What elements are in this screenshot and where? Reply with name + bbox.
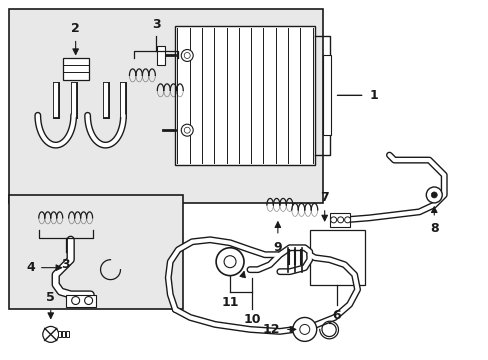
Circle shape (181, 50, 193, 62)
Bar (62, 58, 88, 80)
Bar (61, 332, 64, 337)
Circle shape (426, 187, 441, 203)
Text: 12: 12 (262, 323, 279, 336)
Bar (65, 294, 95, 306)
Circle shape (184, 53, 190, 58)
Bar (329, 213, 349, 227)
Text: 7: 7 (320, 191, 328, 204)
Circle shape (216, 248, 244, 276)
Bar (65, 332, 68, 337)
Bar (309, 230, 364, 285)
Circle shape (42, 327, 59, 342)
Circle shape (84, 297, 92, 305)
Circle shape (184, 127, 190, 133)
Text: 6: 6 (332, 310, 340, 323)
Circle shape (72, 297, 80, 305)
Bar (9, 9, 322, 203)
Circle shape (330, 217, 336, 223)
Text: 1: 1 (369, 89, 378, 102)
Text: 4: 4 (26, 261, 35, 274)
Text: 9: 9 (273, 241, 282, 254)
Text: 5: 5 (46, 291, 55, 303)
Circle shape (299, 324, 309, 334)
Bar (9, 195, 183, 310)
Bar (157, 45, 165, 66)
Text: 3: 3 (61, 258, 70, 271)
Circle shape (181, 124, 193, 136)
Text: 8: 8 (429, 222, 438, 235)
Circle shape (224, 256, 236, 268)
Text: 2: 2 (71, 22, 80, 35)
Circle shape (430, 192, 436, 198)
Bar (175, 26, 314, 165)
Circle shape (344, 217, 350, 223)
Bar (322, 55, 330, 135)
Circle shape (337, 217, 343, 223)
Circle shape (292, 318, 316, 341)
Text: 3: 3 (152, 18, 161, 31)
Text: 10: 10 (243, 314, 260, 327)
Text: 11: 11 (221, 296, 238, 309)
Bar (58, 332, 61, 337)
